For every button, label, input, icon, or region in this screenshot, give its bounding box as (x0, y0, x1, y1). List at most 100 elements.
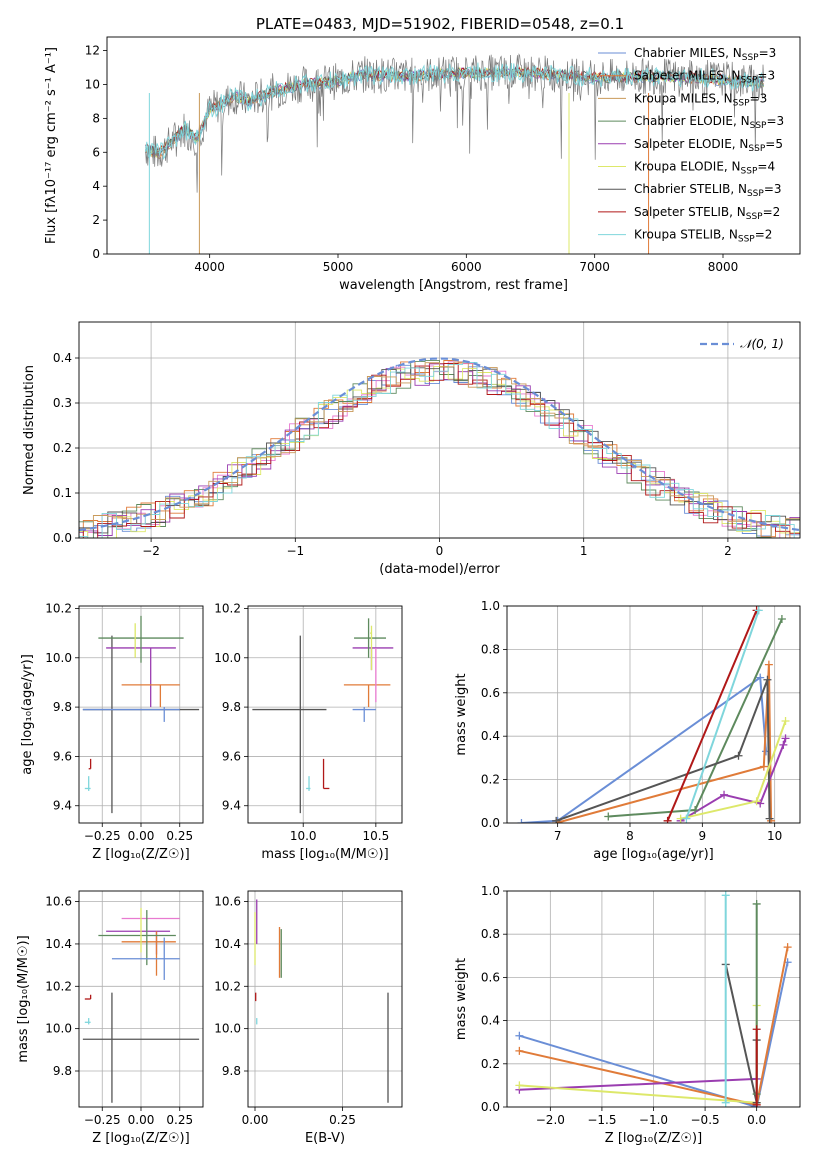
mass-weight-marker (764, 660, 773, 669)
mass-weight-marker (783, 943, 792, 952)
y-tick-label: 1.0 (481, 599, 500, 613)
mass-weight-marker (754, 606, 763, 615)
mass-weight-marker (752, 1100, 761, 1107)
y-axis-label: mass weight (454, 673, 469, 755)
legend-entry: 𝒩(0, 1) (740, 337, 784, 351)
legend-entry: Kroupa STELIB, NSSP=2 (634, 228, 772, 245)
mass-weight-vs-age-panel: 7 8 9 10 0.0 0.2 0.4 0.6 0.8 1.0 age [log₁₀(age/yr… (454, 599, 801, 862)
x-tick-label: 1 (580, 544, 588, 558)
mass-weight-marker (720, 790, 729, 799)
y-tick-label: 6 (92, 145, 100, 159)
x-tick-label: −1.5 (587, 1113, 616, 1127)
legend-subscript: SSP (750, 121, 767, 131)
x-tick-label: −1 (286, 544, 304, 558)
mass-weight-line (724, 964, 758, 1103)
x-tick-label: 0.25 (166, 829, 193, 843)
mass-weight-vs-metallicity-panel: −2.0 −1.5 −1.0 −0.5 0.0 0.0 0.2 0.4 0.6 0.8 1.0 Z [… (454, 884, 801, 1146)
spectrum-lines (145, 53, 765, 254)
errorbar-group (82, 615, 200, 814)
legend-entry: Salpeter ELODIE, NSSP=5 (634, 137, 783, 154)
mass-weight-marker (691, 805, 700, 814)
x-tick-label: 0.25 (166, 1113, 193, 1127)
axes-frame (106, 36, 801, 255)
y-tick-label: 4 (92, 179, 100, 193)
axes-frame (78, 321, 801, 539)
axes-frame (78, 605, 204, 824)
axes-frame (247, 890, 403, 1108)
y-tick-label: 1.0 (481, 884, 500, 898)
mass-weight-line (685, 609, 760, 820)
residual-histogram-step (79, 363, 800, 538)
y-tick-label: 0.6 (481, 686, 500, 700)
legend-suffix: =2 (755, 228, 773, 242)
legend-entry: Chabrier MILES, NSSP=3 (634, 46, 776, 63)
mass-weight-lines (517, 606, 790, 823)
x-tick-label: 5000 (323, 260, 354, 274)
mass-weight-lines (515, 891, 792, 1107)
mass-weight-marker (756, 673, 765, 682)
mass-weight-line (608, 618, 783, 818)
histogram-lines (79, 357, 800, 538)
legend-suffix: =3 (766, 114, 784, 128)
x-axis-label: (data-model)/error (379, 562, 500, 577)
x-axis-label: Z [log₁₀(Z/Z☉)] (605, 1131, 702, 1146)
legend-suffix: =4 (757, 160, 775, 174)
legend-entry: Chabrier STELIB, NSSP=3 (634, 182, 782, 199)
mass-vs-metallicity-panel: −0.25 0.00 0.25 9.8 10.0 10.2 10.4 10.6 Z [log₁₀… (16, 890, 204, 1146)
mass-weight-marker (779, 740, 788, 749)
mass-weight-line (519, 1005, 758, 1104)
x-tick-label: 10.0 (290, 829, 317, 843)
y-tick-label: 9.8 (222, 1064, 241, 1078)
x-tick-label: 0.00 (242, 1113, 269, 1127)
legend-subscript: SSP (741, 76, 758, 86)
y-tick-label: 10.4 (45, 937, 72, 951)
residual-histogram-step (79, 360, 800, 538)
errorbar-group (82, 907, 200, 1103)
legend-entry: Chabrier ELODIE, NSSP=3 (634, 114, 784, 131)
y-tick-label: 0.8 (481, 927, 500, 941)
mass-weight-marker (759, 762, 768, 771)
errorbar-group (254, 899, 389, 1103)
residual-histogram-step (79, 362, 800, 538)
x-tick-label: 0.00 (128, 829, 155, 843)
y-axis-label: age [log₁₀(age/yr)] (20, 654, 35, 775)
y-tick-label: 0.0 (53, 531, 72, 545)
y-tick-label: 10.6 (45, 895, 72, 909)
mass-vs-extinction-panel: 0.00 0.25 9.8 10.0 10.2 10.4 10.6 E(B-V) (214, 890, 403, 1146)
legend-subscript: SSP (742, 53, 759, 63)
mass-weight-marker (604, 812, 613, 821)
errorbar-group (252, 618, 394, 814)
x-tick-label: 9 (699, 829, 707, 843)
y-axis-label: mass [log₁₀(M/M☉)] (16, 935, 31, 1062)
y-tick-label: 12 (85, 44, 100, 58)
model-spectrum-line (145, 62, 765, 161)
y-tick-label: 10 (85, 77, 100, 91)
y-tick-label: 10.2 (214, 979, 241, 993)
y-tick-label: 0.4 (53, 351, 72, 365)
y-tick-label: 0 (92, 247, 100, 261)
legend-subscript: SSP (748, 144, 765, 154)
x-tick-label: 0.0 (747, 1113, 766, 1127)
x-tick-label: 4000 (194, 260, 225, 274)
y-tick-label: 0.0 (481, 816, 500, 830)
mass-weight-marker (721, 1098, 730, 1107)
mass-weight-marker (721, 891, 730, 900)
y-tick-label: 10.2 (45, 979, 72, 993)
mass-weight-marker (765, 814, 774, 823)
mass-weight-marker (663, 816, 672, 823)
x-tick-label: 10.5 (362, 829, 389, 843)
legend-entry: Kroupa ELODIE, NSSP=4 (634, 160, 775, 177)
mass-weight-marker (763, 675, 772, 684)
mass-weight-marker (517, 819, 526, 823)
data-spectrum-line (145, 53, 765, 193)
y-tick-label: 9.6 (222, 749, 241, 763)
y-tick-label: 10.0 (214, 1022, 241, 1036)
y-tick-label: 0.2 (481, 1057, 500, 1071)
x-axis-label: age [log₁₀(age/yr)] (593, 847, 714, 862)
mass-weight-line (521, 675, 767, 823)
x-tick-label: 2 (724, 544, 732, 558)
residual-histogram-step (79, 364, 800, 537)
axes-frame (78, 890, 204, 1108)
axes-frame (506, 890, 801, 1108)
